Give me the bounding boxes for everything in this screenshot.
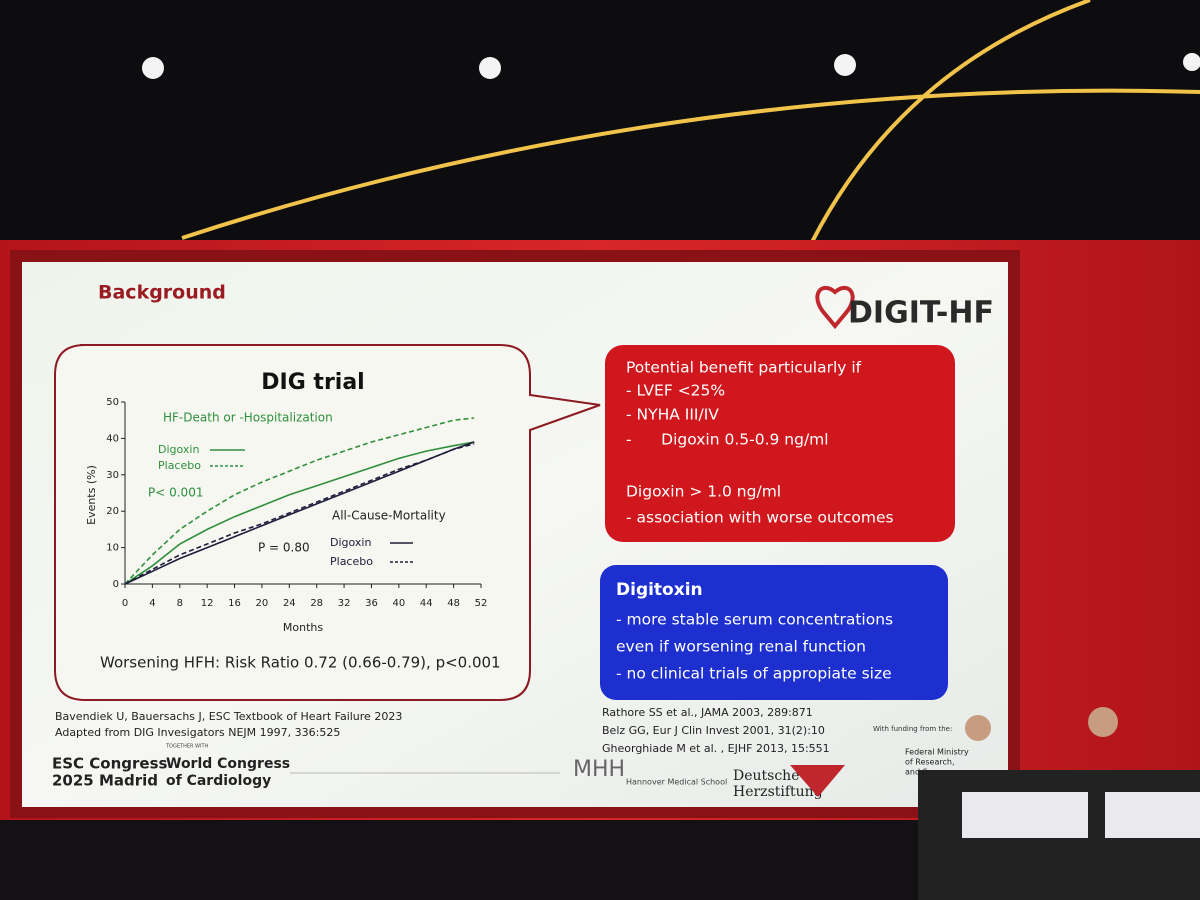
box-text: - Digoxin 0.5-0.9 ng/ml bbox=[626, 431, 829, 449]
logo-heart bbox=[815, 285, 855, 330]
person bbox=[965, 715, 991, 741]
y-tick-label: 10 bbox=[106, 543, 119, 554]
funding: With funding from the: bbox=[873, 725, 952, 733]
x-tick-label: 20 bbox=[256, 598, 269, 609]
box-text: - LVEF <25% bbox=[626, 382, 725, 400]
y-tick-label: 20 bbox=[106, 506, 119, 517]
logo: DIGIT-HF bbox=[848, 296, 994, 331]
y-tick-label: 40 bbox=[106, 433, 119, 444]
reference: Bavendiek U, Bauersachs J, ESC Textbook … bbox=[55, 710, 402, 723]
x-tick-label: 40 bbox=[392, 598, 405, 609]
x-tick-label: 0 bbox=[122, 598, 128, 609]
red-box bbox=[605, 345, 955, 542]
annotation: P< 0.001 bbox=[148, 486, 203, 500]
footer-logo: of Cardiology bbox=[166, 773, 271, 789]
ceiling bbox=[0, 0, 1200, 240]
box-text: even if worsening renal function bbox=[616, 638, 866, 656]
callout bbox=[54, 344, 601, 701]
x-tick-label: 52 bbox=[475, 598, 488, 609]
box-text: - NYHA III/IV bbox=[626, 406, 719, 424]
footer-logo: 2025 Madrid bbox=[52, 772, 158, 790]
led-strip bbox=[181, 88, 1200, 240]
reference: Rathore SS et al., JAMA 2003, 289:871 bbox=[602, 706, 813, 719]
x-axis-label: Months bbox=[283, 621, 323, 634]
footer-logo: World Congress bbox=[166, 756, 290, 772]
stage-light bbox=[834, 54, 856, 76]
footer-logo: MHH bbox=[573, 757, 625, 782]
box-heading: Digitoxin bbox=[616, 580, 703, 600]
person bbox=[1088, 707, 1118, 737]
y-tick-label: 0 bbox=[113, 579, 119, 590]
chart-title: DIG trial bbox=[261, 370, 364, 395]
footer-logo: Hannover Medical School bbox=[626, 778, 727, 787]
funding: of Research, bbox=[905, 758, 955, 767]
reference: Adapted from DIG Invesigators NEJM 1997,… bbox=[55, 726, 340, 739]
podium-screen bbox=[1105, 792, 1200, 838]
y-axis-label: Events (%) bbox=[85, 465, 98, 525]
result: Worsening HFH: Risk Ratio 0.72 (0.66-0.7… bbox=[100, 654, 501, 672]
funding: Federal Ministry bbox=[905, 748, 969, 757]
box-text: Digoxin > 1.0 ng/ml bbox=[626, 483, 781, 501]
y-tick-label: 30 bbox=[106, 470, 119, 481]
blue-box bbox=[600, 565, 948, 700]
heart-logo bbox=[790, 765, 845, 797]
podium-screen bbox=[962, 792, 1088, 838]
reference: Gheorghiade M et al. , EJHF 2013, 15:551 bbox=[602, 742, 830, 755]
x-tick-label: 44 bbox=[420, 598, 433, 609]
y-tick-label: 50 bbox=[106, 397, 119, 408]
stage-light bbox=[142, 57, 164, 79]
annotation: HF-Death or -Hospitalization bbox=[163, 411, 333, 425]
box-text: - no clinical trials of appropiate size bbox=[616, 665, 892, 683]
footer-logo: ESC Congress bbox=[52, 755, 168, 773]
annotation: P = 0.80 bbox=[258, 541, 310, 555]
series-line bbox=[124, 443, 475, 585]
x-tick-label: 28 bbox=[310, 598, 323, 609]
annotation: All-Cause-Mortality bbox=[332, 509, 446, 523]
footer-logo: TOGETHER WITH bbox=[165, 744, 209, 750]
x-tick-label: 32 bbox=[338, 598, 351, 609]
footer-logo: Deutsche bbox=[733, 768, 799, 784]
x-tick-label: 16 bbox=[228, 598, 241, 609]
box-text: - association with worse outcomes bbox=[626, 509, 894, 527]
x-tick-label: 48 bbox=[447, 598, 460, 609]
x-tick-label: 24 bbox=[283, 598, 296, 609]
box-text: Potential benefit particularly if bbox=[626, 359, 862, 377]
stage-light bbox=[1183, 53, 1200, 71]
section-title: Background bbox=[98, 282, 226, 304]
series-line bbox=[124, 441, 475, 585]
x-tick-label: 8 bbox=[177, 598, 183, 609]
legend-label: Digoxin bbox=[158, 443, 199, 456]
footer-logo: Herzstiftung bbox=[733, 784, 823, 800]
box-text: - more stable serum concentrations bbox=[616, 611, 893, 629]
stage-light bbox=[479, 57, 501, 79]
x-tick-label: 4 bbox=[149, 598, 155, 609]
legend-label: Placebo bbox=[330, 555, 373, 568]
x-tick-label: 36 bbox=[365, 598, 378, 609]
legend-label: Placebo bbox=[158, 459, 201, 472]
series-line bbox=[124, 417, 475, 585]
x-tick-label: 12 bbox=[201, 598, 214, 609]
led-strip bbox=[810, 0, 1091, 243]
legend-label: Digoxin bbox=[330, 536, 371, 549]
reference: Belz GG, Eur J Clin Invest 2001, 31(2):1… bbox=[602, 724, 825, 737]
